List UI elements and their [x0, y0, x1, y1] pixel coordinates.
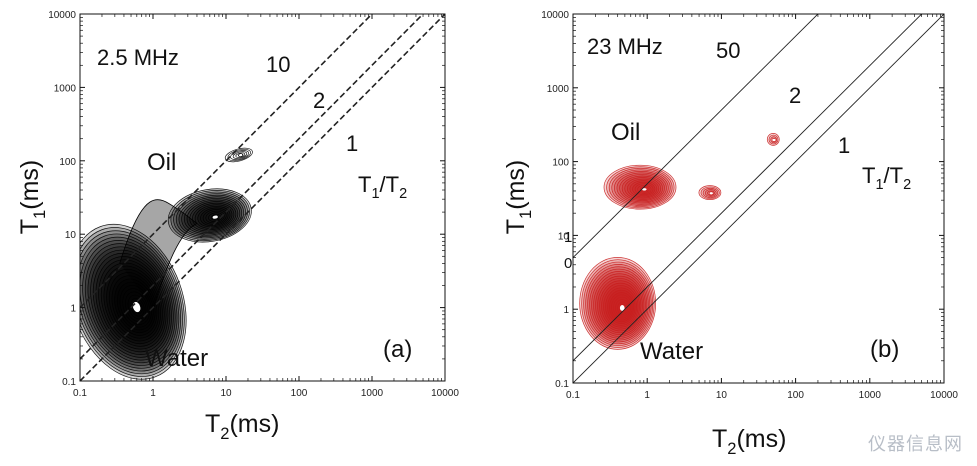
y-axis-label-group: T1(ms)	[502, 160, 535, 234]
ratio-value-label: 50	[716, 38, 740, 63]
contour-bridge	[119, 199, 198, 308]
contour-peak-b	[766, 133, 780, 146]
ratio-line	[573, 14, 819, 258]
y-axis-label: T1(ms)	[502, 160, 535, 234]
x-tick-label: 1000	[859, 390, 882, 401]
y-tick-label: 10000	[541, 10, 569, 21]
ratio-title-label: T1/T2	[358, 172, 407, 202]
ratio-value-label: 2	[789, 83, 801, 108]
contour-peak-b	[698, 185, 722, 200]
x-tick-label: 10000	[930, 390, 958, 401]
plot-area	[80, 14, 445, 381]
contour-peak-b	[579, 257, 657, 350]
x-tick-label: 10	[220, 388, 232, 399]
y-tick-label: 100	[552, 158, 569, 169]
ratio-line	[573, 14, 923, 362]
ratio-line	[80, 14, 425, 360]
frequency-label: 23 MHz	[587, 34, 663, 59]
water-label: Water	[145, 345, 208, 372]
ratio-line	[80, 14, 374, 309]
ratio-title-label: T1/T2	[862, 163, 911, 193]
x-tick-label: 1000	[361, 388, 384, 399]
x-axis-label: T2(ms)	[712, 425, 786, 458]
x-tick-label: 100	[787, 390, 804, 401]
y-tick-label: 10000	[48, 10, 76, 21]
plot-frame	[79, 13, 446, 382]
y-tick-label: 1	[70, 304, 76, 315]
x-tick-label: 100	[291, 388, 308, 399]
contour-peak-b	[603, 164, 677, 210]
x-tick-label: 0.1	[566, 390, 580, 401]
plot-frame	[572, 13, 945, 384]
stray-label: 1	[564, 229, 572, 246]
plot-area	[573, 14, 944, 383]
y-tick-label: 1000	[54, 83, 77, 94]
contour-peak-a	[167, 188, 252, 243]
ratio-value-label: 10	[266, 52, 290, 77]
ratio-value-label: 1	[346, 131, 358, 156]
y-tick-label: 100	[59, 157, 76, 168]
y-tick-label: 10	[558, 231, 570, 242]
watermark: 仪器信息网	[868, 434, 963, 455]
x-tick-label: 0.1	[73, 388, 87, 399]
oil-label: Oil	[611, 119, 640, 146]
ratio-line	[573, 14, 944, 383]
oil-label: Oil	[147, 149, 176, 176]
panel-a: 0.1 1 10 100 1000 10000 0.1 1 10 100 1000 10000 T2(m…	[16, 10, 459, 443]
y-tick-label: 1	[563, 305, 569, 316]
y-tick-label: 10	[65, 230, 77, 241]
ratio-value-label: 2	[313, 88, 325, 113]
ratio-value-label: 1	[838, 133, 850, 158]
y-tick-label: 1000	[547, 84, 570, 95]
axis-ticks	[79, 13, 446, 382]
x-tick-label: 10	[716, 390, 728, 401]
axis-ticks	[572, 13, 945, 384]
stray-label: 0	[564, 255, 572, 272]
y-axis-label-group: T1(ms)	[16, 160, 49, 234]
frequency-label: 2.5 MHz	[97, 45, 179, 70]
x-tick-label: 1	[644, 390, 650, 401]
ratio-line	[80, 14, 445, 381]
y-tick-label: 0.1	[62, 377, 76, 388]
y-tick-label: 0.1	[555, 379, 569, 390]
x-tick-label: 1	[150, 388, 156, 399]
panel-label: (a)	[383, 336, 412, 363]
x-tick-label: 10000	[431, 388, 459, 399]
panel-label: (b)	[870, 336, 899, 363]
contour-peak-a	[80, 223, 187, 380]
y-axis-label: T1(ms)	[16, 160, 49, 234]
x-axis-label: T2(ms)	[205, 410, 279, 443]
contour-peak-a	[224, 147, 253, 163]
panel-b: 0.1 1 10 100 1000 100000.1110100100010000T2(m…	[502, 10, 958, 458]
water-label: Water	[640, 338, 703, 365]
